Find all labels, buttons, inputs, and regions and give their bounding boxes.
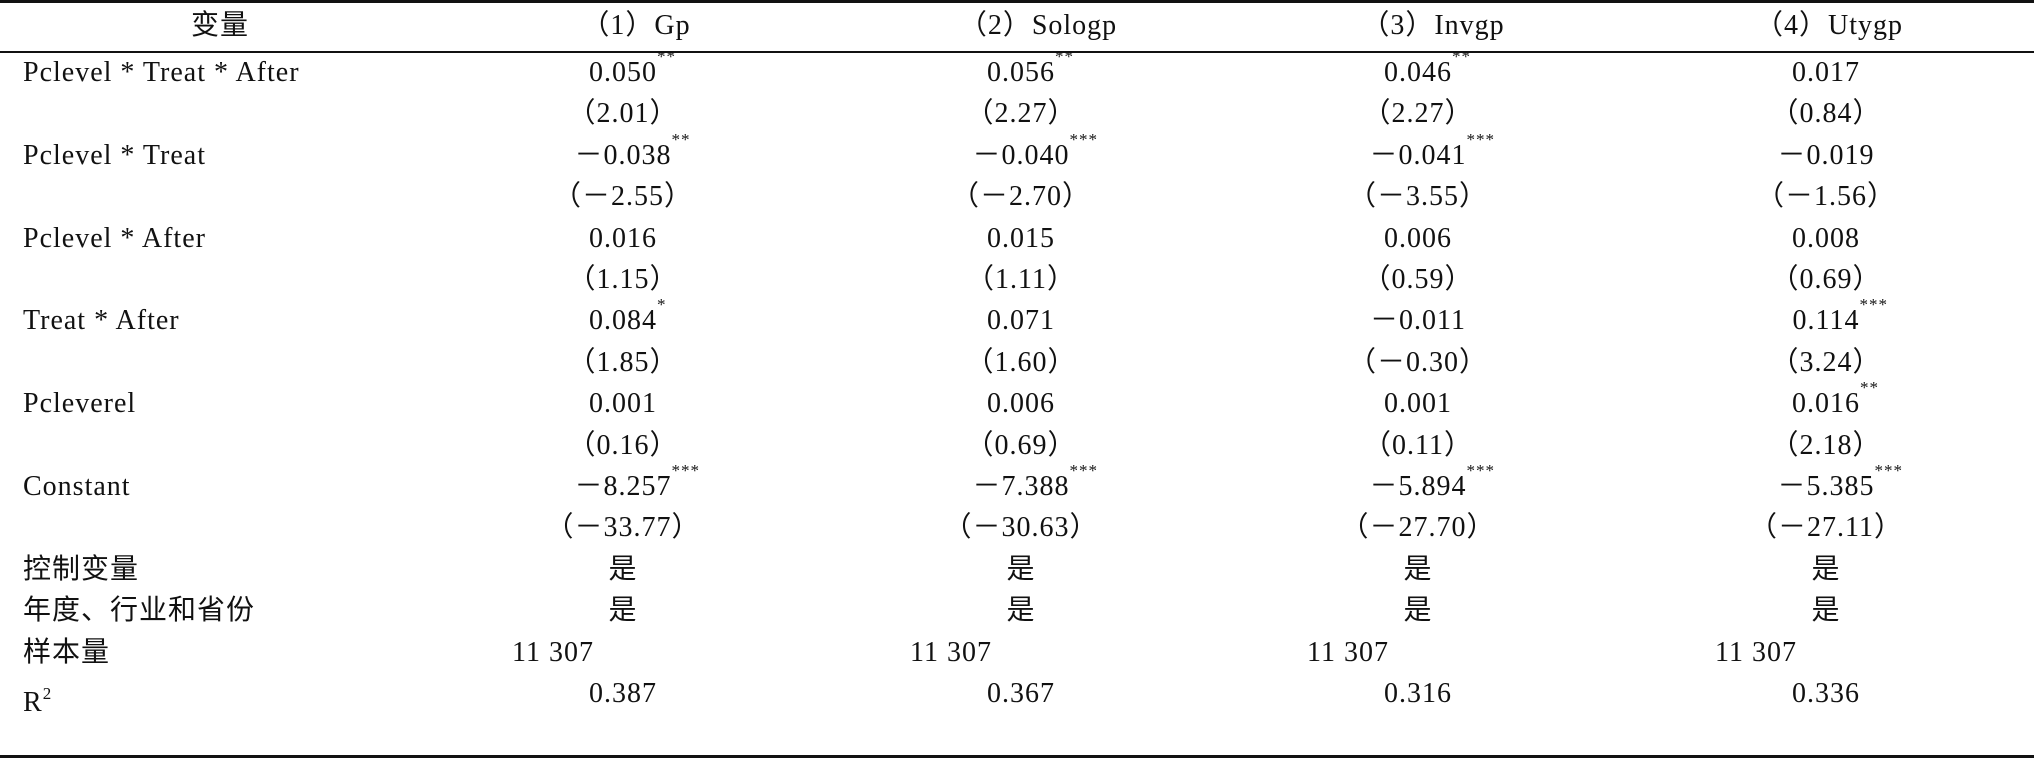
cell-value: （0.84） <box>1770 98 1882 130</box>
cell-value: 0.336 <box>1792 678 1860 709</box>
cell-value: （1.85） <box>567 346 679 378</box>
significance-stars: ** <box>657 47 676 66</box>
cell-value: 11 307 <box>512 636 594 668</box>
significance-stars: *** <box>1466 129 1496 149</box>
cell-value: 0.114 *** <box>1792 295 1888 337</box>
cell-value: 0.006 <box>987 388 1055 420</box>
cell-value: （－30.63） <box>943 512 1099 544</box>
cell-value: 0.016 ** <box>1792 378 1879 420</box>
cell-value: （－27.70） <box>1340 512 1496 544</box>
cell-value: （0.59） <box>1362 264 1474 295</box>
cell-value: 是 <box>608 595 638 627</box>
header-cell: （1）Gp <box>581 10 691 41</box>
cell-value: 0.017 <box>1792 57 1860 88</box>
cell-value: 0.050 ** <box>589 47 676 88</box>
label-sup: 2 <box>42 684 53 703</box>
cell-value: （2.27） <box>965 98 1077 130</box>
cell-value: （1.60） <box>965 346 1077 378</box>
significance-stars: ** <box>1055 47 1074 66</box>
top-rule <box>0 0 2034 3</box>
cell-value: 0.056 ** <box>987 47 1074 88</box>
cell-value: 0.016 <box>589 222 657 254</box>
cell-value: 0.001 <box>589 388 657 420</box>
cell-value: 11 307 <box>1307 636 1389 668</box>
cell-value: （2.27） <box>1362 98 1474 130</box>
row-label: Pclevel * Treat <box>23 139 206 171</box>
cell-value: －0.041 *** <box>1369 129 1496 171</box>
significance-stars: ** <box>671 129 691 149</box>
cell-value: 0.367 <box>987 678 1055 709</box>
cell-value: 0.316 <box>1384 678 1452 709</box>
cell-value: －5.894 *** <box>1369 461 1496 502</box>
cell-value: （0.16） <box>567 429 679 461</box>
significance-stars: *** <box>1069 129 1099 149</box>
cell-value: （－1.56） <box>1755 181 1897 213</box>
cell-value: （2.01） <box>567 98 679 130</box>
cell-value: 11 307 <box>1715 636 1797 668</box>
cell-value: （0.11） <box>1363 429 1473 461</box>
significance-stars: * <box>657 295 667 315</box>
cell-value: （2.18） <box>1770 429 1882 461</box>
header-cell: （2）Sologp <box>958 10 1118 41</box>
row-label: 样本量 <box>23 636 111 668</box>
significance-stars: ** <box>1452 47 1471 66</box>
cell-value: 0.001 <box>1384 388 1452 420</box>
cell-value: 是 <box>1403 553 1433 585</box>
cell-value: 是 <box>1811 553 1841 585</box>
row-label: Constant <box>23 471 131 502</box>
significance-stars: *** <box>671 461 701 480</box>
cell-value: 0.015 <box>987 222 1055 254</box>
cell-value: （－2.55） <box>552 181 694 213</box>
cell-value: －0.011 <box>1370 305 1466 337</box>
significance-stars: *** <box>1859 295 1888 315</box>
cell-value: 是 <box>1403 595 1433 627</box>
cell-value: （0.69） <box>965 429 1077 461</box>
cell-value: 是 <box>1006 553 1036 585</box>
row-label: R2 <box>23 684 53 718</box>
row-label: Pcleverel <box>23 388 137 420</box>
row-label: Pclevel * Treat * After <box>23 57 300 88</box>
cell-value: 0.071 <box>987 305 1055 337</box>
bottom-rule <box>0 755 2034 758</box>
significance-stars: *** <box>1874 461 1904 480</box>
cell-value: 0.387 <box>589 678 657 709</box>
cell-value: （1.11） <box>966 264 1076 295</box>
cell-value: －8.257 *** <box>574 461 701 502</box>
cell-value: （－27.11） <box>1749 512 1903 544</box>
row-label: Treat * After <box>23 305 180 337</box>
significance-stars: *** <box>1466 461 1496 480</box>
cell-value: －0.038 ** <box>574 129 691 171</box>
cell-value: 0.006 <box>1384 222 1452 254</box>
row-label: 年度、行业和省份 <box>23 595 256 627</box>
cell-value: （1.15） <box>567 264 679 295</box>
cell-value: （－2.70） <box>950 181 1092 213</box>
row-label: Pclevel * After <box>23 222 206 254</box>
row-label: 控制变量 <box>23 553 140 585</box>
cell-value: 0.084 * <box>589 295 667 337</box>
cell-value: 是 <box>1006 595 1036 627</box>
cell-value: －0.019 <box>1777 139 1875 171</box>
cell-value: 0.046 ** <box>1384 47 1471 88</box>
cell-value: （3.24） <box>1770 346 1882 378</box>
cell-value: －0.040 *** <box>972 129 1099 171</box>
cell-value: 是 <box>608 553 638 585</box>
cell-value: －5.385 *** <box>1777 461 1904 502</box>
cell-value: 0.008 <box>1792 222 1860 254</box>
cell-value: （－3.55） <box>1347 181 1489 213</box>
header-cell: （4）Utygp <box>1754 10 1904 41</box>
header-cell: 变量 <box>190 10 250 41</box>
significance-stars: *** <box>1069 461 1099 480</box>
header-rule <box>0 51 2034 53</box>
cell-value: （0.69） <box>1770 264 1882 295</box>
significance-stars: ** <box>1860 378 1879 398</box>
cell-value: （－33.77） <box>545 512 701 544</box>
cell-value: （－0.30） <box>1347 346 1489 378</box>
cell-value: －7.388 *** <box>972 461 1099 502</box>
cell-value: 是 <box>1811 595 1841 627</box>
header-cell: （3）Invgp <box>1361 10 1505 41</box>
cell-value: 11 307 <box>910 636 992 668</box>
